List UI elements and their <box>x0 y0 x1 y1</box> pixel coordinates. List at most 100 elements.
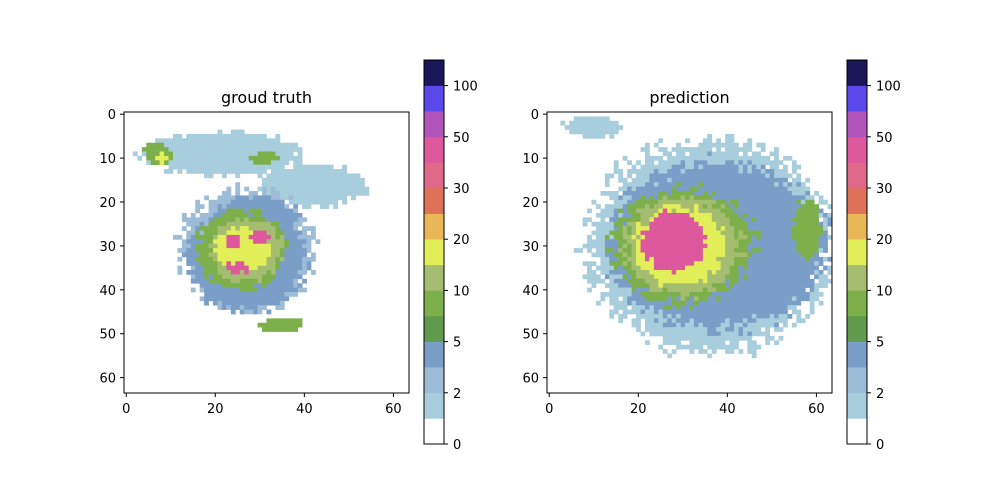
heatmap-cell <box>649 208 655 214</box>
heatmap-cell <box>293 169 299 174</box>
heatmap-cell <box>680 318 686 324</box>
heatmap-cell <box>270 208 276 214</box>
heatmap-cell <box>573 116 579 122</box>
heatmap-cell <box>702 283 708 288</box>
heatmap-cell <box>707 169 713 174</box>
heatmap-cell <box>680 226 686 231</box>
heatmap-cell <box>751 177 757 183</box>
heatmap-cell <box>279 151 285 157</box>
heatmap-cell <box>239 133 245 139</box>
heatmap-cell <box>756 278 762 284</box>
heatmap-cell <box>627 204 632 209</box>
heatmap-cell <box>195 217 201 223</box>
heatmap-cell <box>662 313 668 319</box>
heatmap-cell <box>275 292 281 297</box>
heatmap-cell <box>680 344 686 350</box>
heatmap-cell <box>800 256 806 262</box>
heatmap-cell <box>725 296 730 302</box>
heatmap-cell <box>609 226 615 231</box>
heatmap-cell <box>235 270 241 275</box>
heatmap-cell <box>747 195 753 201</box>
heatmap-cell <box>204 173 209 179</box>
heatmap-cell <box>747 256 753 262</box>
heatmap-cell <box>208 164 214 170</box>
heatmap-cell <box>769 204 775 209</box>
heatmap-cell <box>716 160 722 166</box>
heatmap-cell <box>783 182 788 187</box>
heatmap-cell <box>230 256 236 262</box>
heatmap-cell <box>609 278 615 284</box>
heatmap-cell <box>809 199 815 205</box>
heatmap-cell <box>248 147 254 152</box>
heatmap-cell <box>195 160 201 166</box>
heatmap-cell <box>221 265 227 271</box>
heatmap-cell <box>186 234 192 240</box>
heatmap-cell <box>208 199 214 205</box>
prediction-x-axis: 0 20 40 60 <box>545 393 825 417</box>
heatmap-cell <box>150 142 156 148</box>
heatmap-cell <box>725 173 730 179</box>
colorbar-tick-label: 0 <box>876 438 884 453</box>
heatmap-cell <box>230 261 236 267</box>
heatmap-cell <box>293 221 299 227</box>
heatmap-cell <box>809 278 815 284</box>
heatmap-cell <box>622 195 628 201</box>
heatmap-cell <box>230 160 236 166</box>
heatmap-cell <box>796 195 802 201</box>
heatmap-cell <box>270 147 276 152</box>
heatmap-cell <box>751 252 757 258</box>
heatmap-cell <box>685 173 690 179</box>
heatmap-cell <box>783 217 788 223</box>
heatmap-cell <box>604 234 610 240</box>
heatmap-cell <box>765 256 770 262</box>
heatmap-cell <box>262 226 267 231</box>
heatmap-cell <box>631 265 637 271</box>
heatmap-cell <box>284 248 290 253</box>
heatmap-cell <box>693 160 699 166</box>
x-tick-label: 0 <box>545 402 553 417</box>
heatmap-cell <box>569 129 575 135</box>
heatmap-cell <box>653 199 659 205</box>
heatmap-cell <box>284 243 290 249</box>
heatmap-cell <box>693 265 699 271</box>
heatmap-cell <box>756 164 762 170</box>
heatmap-cell <box>288 270 294 275</box>
heatmap-cell <box>279 261 285 267</box>
heatmap-cell <box>760 234 766 240</box>
heatmap-cell <box>239 305 245 310</box>
heatmap-cell <box>164 138 169 144</box>
heatmap-cell <box>190 248 196 253</box>
heatmap-cell <box>756 322 762 328</box>
heatmap-cell <box>297 151 303 157</box>
heatmap-cell <box>653 177 659 183</box>
colorbar-segment <box>424 111 444 138</box>
heatmap-cell <box>181 239 187 245</box>
heatmap-cell <box>217 155 223 161</box>
heatmap-cell <box>208 234 214 240</box>
heatmap-cell <box>649 278 655 284</box>
heatmap-cell <box>805 261 811 267</box>
heatmap-cell <box>573 120 579 126</box>
heatmap-cell <box>293 322 299 328</box>
heatmap-cell <box>769 292 775 297</box>
heatmap-cell <box>702 313 708 319</box>
heatmap-cell <box>734 186 739 192</box>
heatmap-cell <box>689 204 695 209</box>
heatmap-cell <box>235 173 241 179</box>
heatmap-cell <box>213 252 218 258</box>
heatmap-cell <box>702 335 708 341</box>
heatmap-cell <box>725 199 730 205</box>
heatmap-cell <box>680 239 686 245</box>
heatmap-cell <box>239 138 245 144</box>
heatmap-cell <box>742 151 748 157</box>
heatmap-cell <box>805 256 811 262</box>
heatmap-cell <box>587 208 592 214</box>
heatmap-cell <box>667 327 673 332</box>
heatmap-cell <box>707 217 713 223</box>
heatmap-cell <box>155 160 160 166</box>
heatmap-cell <box>823 217 828 223</box>
heatmap-cell <box>702 287 708 293</box>
heatmap-cell <box>676 274 681 280</box>
heatmap-cell <box>230 138 236 144</box>
heatmap-cell <box>275 221 281 227</box>
